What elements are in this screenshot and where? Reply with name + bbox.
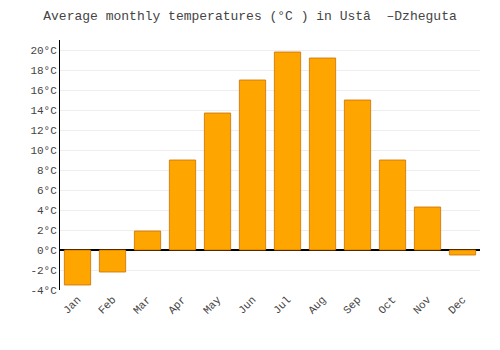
svg-text:Average monthly temperatures (: Average monthly temperatures (°C ) in Us… — [43, 9, 457, 24]
svg-text:Aug: Aug — [306, 294, 328, 316]
svg-text:12°C: 12°C — [30, 125, 57, 137]
svg-text:Oct: Oct — [376, 294, 398, 316]
svg-text:-4°C: -4°C — [30, 285, 57, 297]
svg-text:10°C: 10°C — [30, 145, 57, 157]
svg-text:Nov: Nov — [411, 294, 434, 317]
svg-text:Apr: Apr — [166, 294, 188, 316]
svg-text:Jan: Jan — [61, 294, 83, 316]
svg-text:0°C: 0°C — [37, 245, 57, 257]
svg-text:May: May — [201, 294, 224, 317]
svg-text:4°C: 4°C — [37, 205, 57, 217]
svg-text:18°C: 18°C — [30, 65, 57, 77]
svg-text:Mar: Mar — [131, 294, 153, 316]
svg-text:8°C: 8°C — [37, 165, 57, 177]
svg-text:Sep: Sep — [341, 294, 363, 316]
svg-text:16°C: 16°C — [30, 85, 57, 97]
svg-text:6°C: 6°C — [37, 185, 57, 197]
svg-text:Jul: Jul — [271, 294, 293, 316]
svg-text:Dec: Dec — [446, 294, 468, 316]
svg-text:2°C: 2°C — [37, 225, 57, 237]
svg-text:Feb: Feb — [96, 294, 118, 316]
svg-text:Jun: Jun — [236, 294, 258, 316]
svg-text:-2°C: -2°C — [30, 265, 57, 277]
svg-text:20°C: 20°C — [30, 45, 57, 57]
svg-text:14°C: 14°C — [30, 105, 57, 117]
